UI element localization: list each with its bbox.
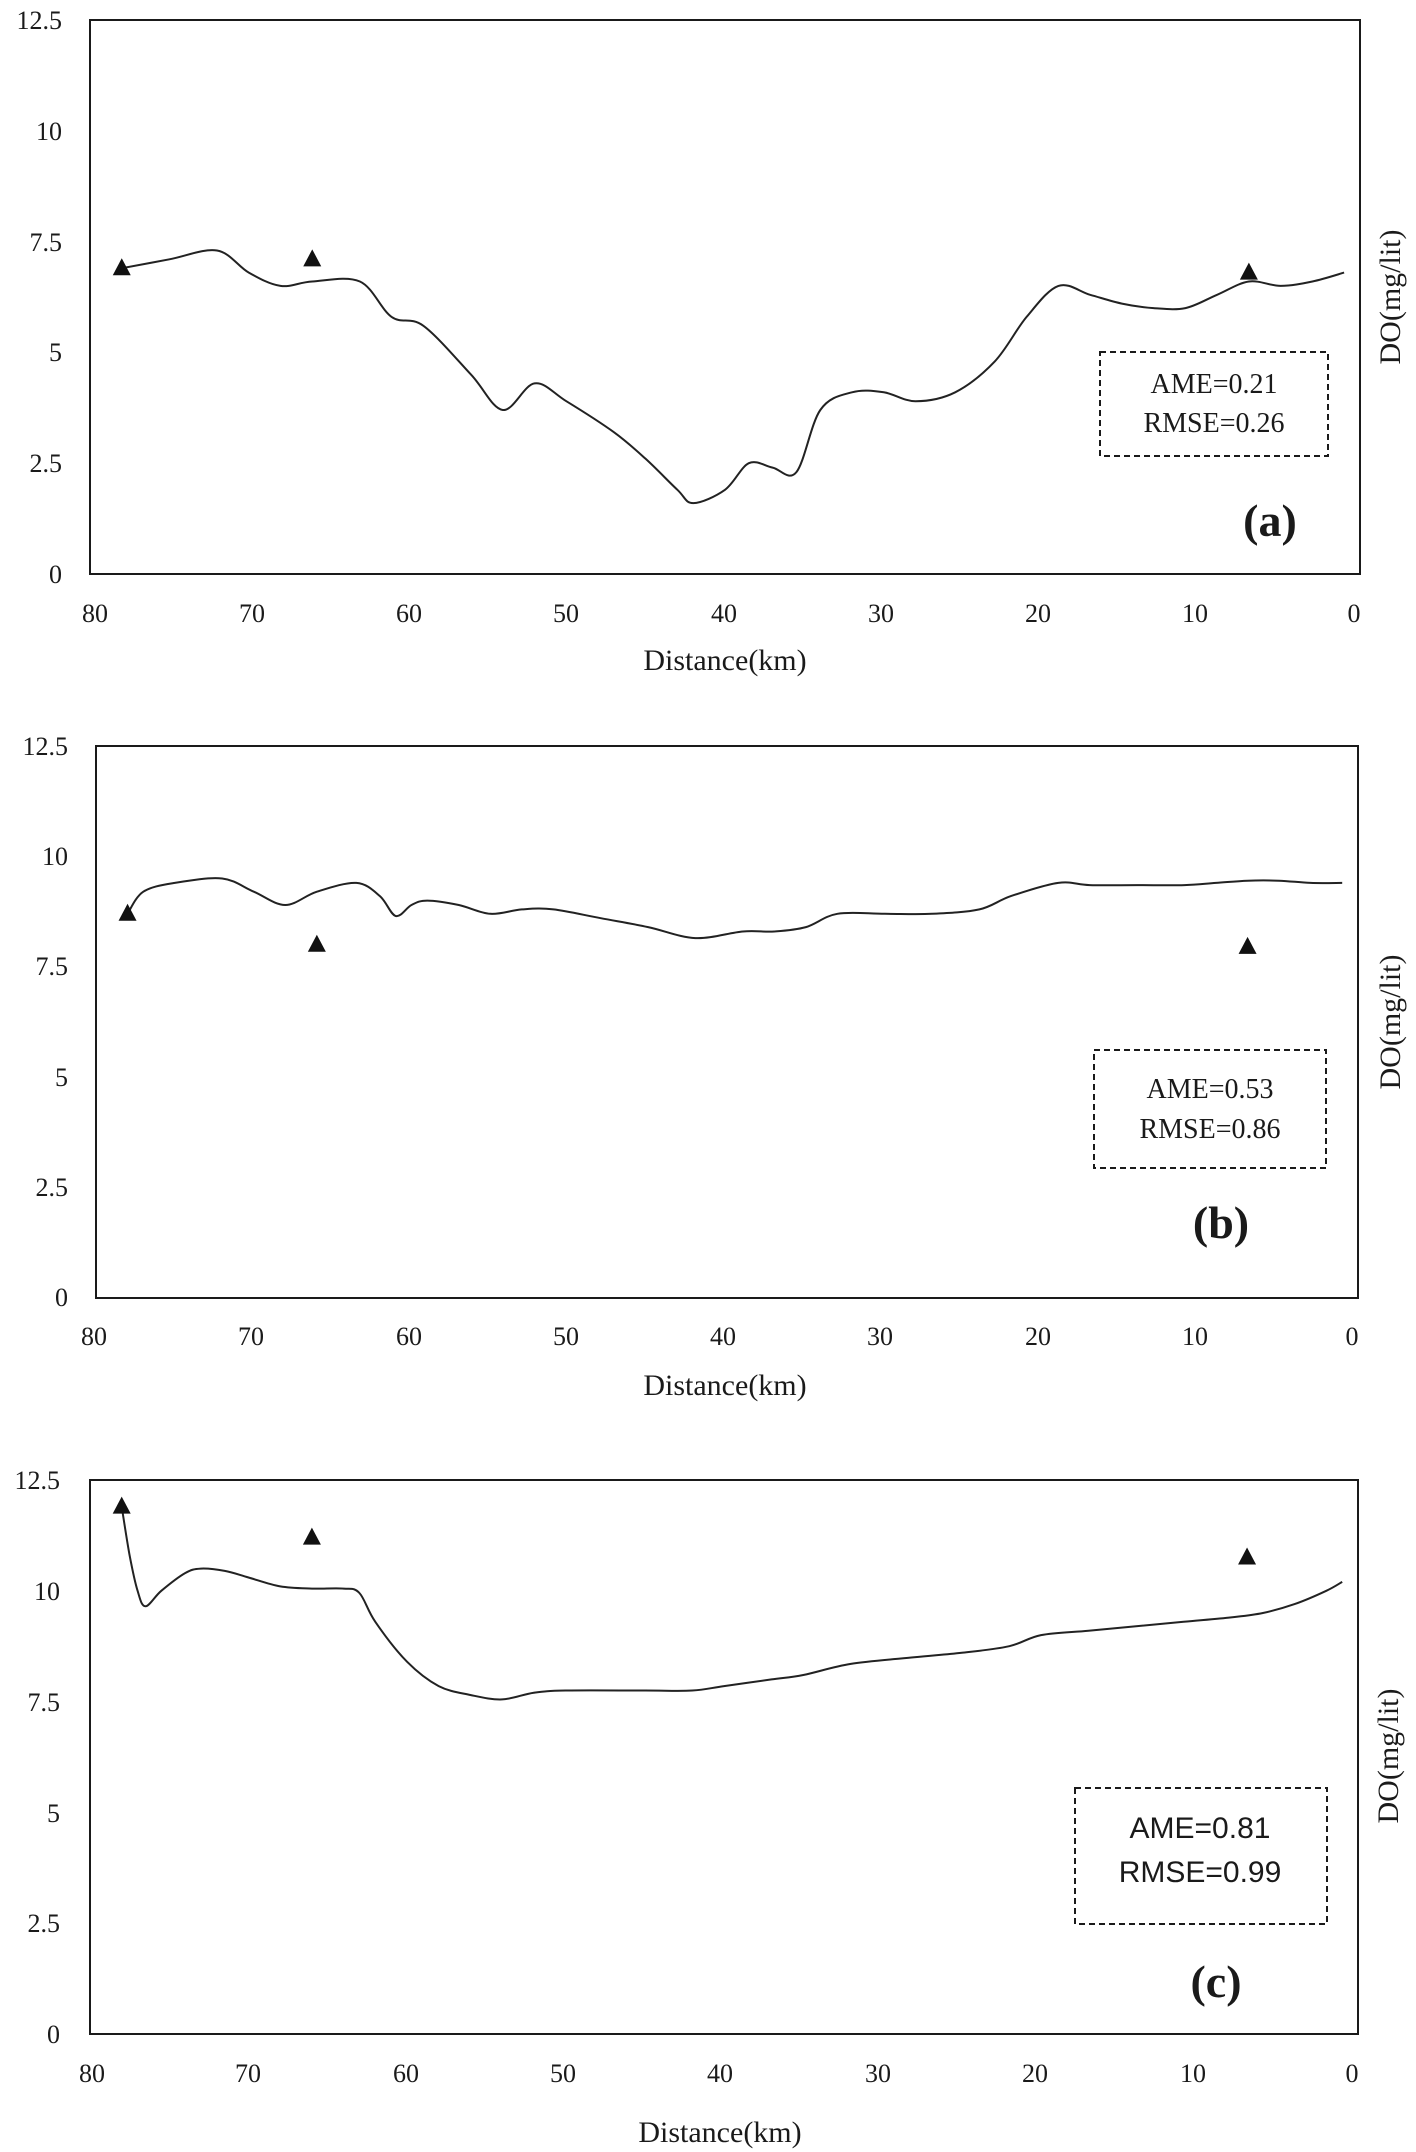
- y-tick-label: 10: [34, 1577, 60, 1606]
- x-tick-labels: 80 70 60 50 40 30 20 10 0: [82, 599, 1361, 628]
- series-marks: [112, 1496, 1343, 1701]
- y-tick-label: 5: [55, 1063, 68, 1092]
- rmse-stat: RMSE=0.26: [1143, 408, 1284, 439]
- y-axis-title: DO(mg/lit): [1374, 955, 1407, 1090]
- y-axis-title: DO(mg/lit): [1372, 1689, 1405, 1824]
- x-tick-label: 0: [1348, 599, 1361, 628]
- y-tick-label: 12.5: [23, 732, 69, 761]
- simulated-line: [126, 877, 1343, 940]
- observed-point: [307, 934, 326, 952]
- y-tick-label: 0: [47, 2020, 60, 2049]
- panel-a: 0 2.5 5 7.5 10 12.5 80 70 60 50 40 30 20…: [17, 6, 1408, 677]
- rmse-stat: RMSE=0.99: [1119, 1856, 1282, 1889]
- y-tick-label: 2.5: [28, 1909, 61, 1938]
- x-tick-label: 70: [238, 1322, 264, 1351]
- x-tick-label: 30: [865, 2059, 891, 2088]
- x-axis-title: Distance(km): [643, 644, 806, 677]
- y-tick-label: 7.5: [28, 1688, 61, 1717]
- observed-point: [302, 1527, 321, 1545]
- panel-label: (c): [1190, 1956, 1241, 2007]
- x-tick-label: 20: [1025, 1322, 1051, 1351]
- x-tick-label: 50: [553, 1322, 579, 1351]
- x-tick-label: 80: [79, 2059, 105, 2088]
- plot-frame: [89, 19, 1361, 575]
- x-tick-labels: 80 70 60 50 40 30 20 10 0: [81, 1322, 1359, 1351]
- y-tick-label: 0: [49, 560, 62, 589]
- y-tick-label: 5: [49, 338, 62, 367]
- x-tick-label: 40: [711, 599, 737, 628]
- plot-frame: [89, 1479, 1359, 2035]
- x-tick-label: 60: [396, 1322, 422, 1351]
- y-tick-label: 0: [55, 1283, 68, 1312]
- series-marks: [118, 877, 1343, 954]
- x-tick-label: 50: [553, 599, 579, 628]
- x-tick-label: 80: [81, 1322, 107, 1351]
- x-tick-label: 0: [1346, 2059, 1359, 2088]
- x-tick-label: 60: [396, 599, 422, 628]
- rmse-stat: RMSE=0.86: [1139, 1114, 1280, 1145]
- y-tick-label: 2.5: [36, 1173, 69, 1202]
- y-tick-labels: 0 2.5 5 7.5 10 12.5: [23, 732, 69, 1312]
- panel-label: (b): [1193, 1197, 1249, 1248]
- x-tick-label: 40: [707, 2059, 733, 2088]
- x-tick-label: 30: [867, 1322, 893, 1351]
- y-tick-label: 2.5: [30, 449, 63, 478]
- ame-stat: AME=0.21: [1150, 369, 1277, 400]
- y-tick-label: 12.5: [15, 1466, 61, 1495]
- x-tick-label: 50: [550, 2059, 576, 2088]
- observed-point: [1238, 936, 1257, 954]
- y-tick-label: 12.5: [17, 6, 63, 35]
- y-tick-label: 10: [36, 117, 62, 146]
- panel-label: (a): [1243, 495, 1297, 546]
- x-tick-labels: 80 70 60 50 40 30 20 10 0: [79, 2059, 1359, 2088]
- y-axis-title: DO(mg/lit): [1374, 230, 1407, 365]
- x-tick-label: 0: [1346, 1322, 1359, 1351]
- x-tick-label: 30: [868, 599, 894, 628]
- panel-b: 0 2.5 5 7.5 10 12.5 80 70 60 50 40 30 20…: [23, 732, 1408, 1402]
- ame-stat: AME=0.53: [1146, 1074, 1273, 1105]
- stats-box: [1093, 1049, 1327, 1169]
- x-axis-title: Distance(km): [638, 2116, 801, 2149]
- stats-box: [1099, 351, 1329, 457]
- x-tick-label: 20: [1022, 2059, 1048, 2088]
- y-tick-label: 5: [47, 1799, 60, 1828]
- x-tick-label: 70: [235, 2059, 261, 2088]
- observed-point: [1239, 262, 1258, 280]
- ame-stat: AME=0.81: [1130, 1812, 1271, 1845]
- plot-frame: [95, 745, 1359, 1299]
- observed-point: [112, 258, 131, 276]
- stats-box: [1074, 1787, 1328, 1925]
- x-tick-label: 70: [239, 599, 265, 628]
- y-tick-label: 10: [42, 842, 68, 871]
- simulated-line: [120, 1506, 1343, 1701]
- y-tick-label: 7.5: [36, 952, 69, 981]
- y-tick-labels: 0 2.5 5 7.5 10 12.5: [15, 1466, 61, 2049]
- y-tick-labels: 0 2.5 5 7.5 10 12.5: [17, 6, 63, 589]
- x-tick-label: 40: [710, 1322, 736, 1351]
- x-tick-label: 80: [82, 599, 108, 628]
- series-marks: [112, 249, 1345, 505]
- panel-c: 0 2.5 5 7.5 10 12.5 80 70 60 50 40 30 20…: [15, 1466, 1406, 2149]
- observed-point: [1238, 1547, 1257, 1565]
- simulated-line: [121, 249, 1345, 505]
- x-tick-label: 10: [1182, 1322, 1208, 1351]
- x-tick-label: 10: [1180, 2059, 1206, 2088]
- x-axis-title: Distance(km): [643, 1369, 806, 1402]
- x-tick-label: 10: [1182, 599, 1208, 628]
- x-tick-label: 20: [1025, 599, 1051, 628]
- observed-point: [118, 903, 137, 921]
- x-tick-label: 60: [393, 2059, 419, 2088]
- observed-point: [303, 249, 322, 267]
- y-tick-label: 7.5: [30, 228, 63, 257]
- observed-point: [112, 1496, 131, 1514]
